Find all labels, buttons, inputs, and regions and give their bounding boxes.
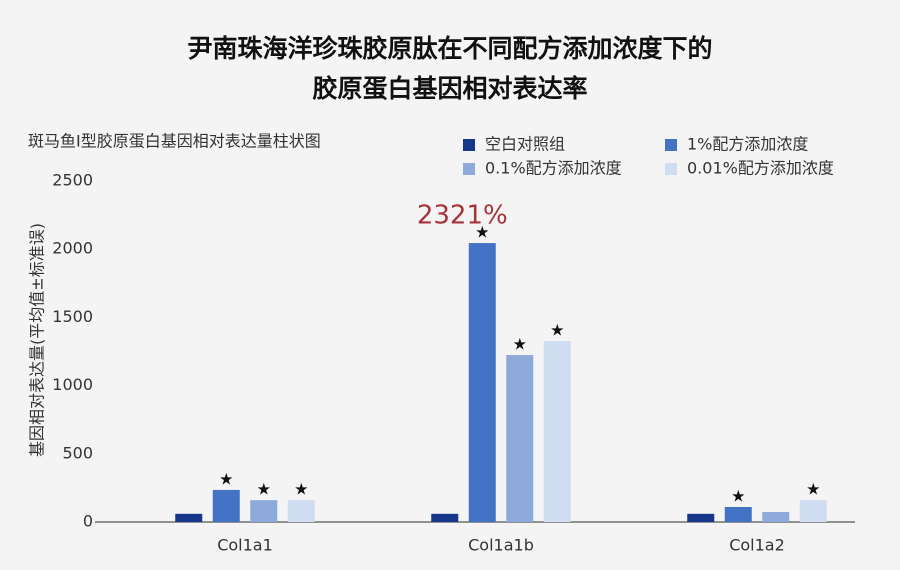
legend-swatch [665, 139, 677, 151]
legend-label: 0.1%配方添加浓度 [485, 159, 622, 178]
chart-subtitle: 斑马鱼I型胶原蛋白基因相对表达量柱状图 [28, 132, 321, 151]
legend-label: 0.01%配方添加浓度 [687, 159, 834, 178]
significance-marker: ★ [294, 480, 308, 499]
significance-marker: ★ [550, 320, 564, 339]
chart-title: 胶原蛋白基因相对表达率 [312, 74, 587, 103]
y-axis-label: 基因相对表达量(平均值±标准误) [28, 223, 47, 457]
bar [431, 513, 459, 522]
y-tick-label: 1500 [52, 307, 93, 326]
x-tick-label: Col1a2 [729, 536, 785, 555]
bar [543, 340, 571, 522]
y-tick-label: 1000 [52, 375, 93, 394]
y-tick-label: 0 [83, 512, 93, 531]
legend-swatch [463, 139, 475, 151]
significance-marker: ★ [257, 480, 271, 499]
bar [212, 489, 240, 522]
bar [250, 500, 278, 522]
x-tick-label: Col1a1b [468, 536, 534, 555]
significance-marker: ★ [806, 480, 820, 499]
bar [687, 513, 715, 522]
bar [287, 500, 315, 522]
legend-swatch [463, 163, 475, 175]
bar [506, 355, 534, 522]
y-tick-label: 2000 [52, 239, 93, 258]
significance-marker: ★ [219, 469, 233, 488]
y-tick-label: 500 [62, 443, 93, 462]
chart-title: 尹南珠海洋珍珠胶原肽在不同配方添加浓度下的 [187, 34, 712, 63]
bar [724, 506, 752, 522]
legend-swatch [665, 163, 677, 175]
bar [468, 243, 496, 522]
legend-label: 1%配方添加浓度 [687, 135, 808, 154]
bar [762, 512, 790, 522]
bar [175, 513, 203, 522]
y-tick-label: 2500 [52, 171, 93, 190]
legend-label: 空白对照组 [485, 135, 565, 154]
significance-marker: ★ [475, 223, 489, 242]
significance-marker: ★ [513, 335, 527, 354]
significance-marker: ★ [731, 486, 745, 505]
x-tick-label: Col1a1 [217, 536, 273, 555]
annotation: 2321% [417, 201, 508, 231]
bar [799, 500, 827, 522]
